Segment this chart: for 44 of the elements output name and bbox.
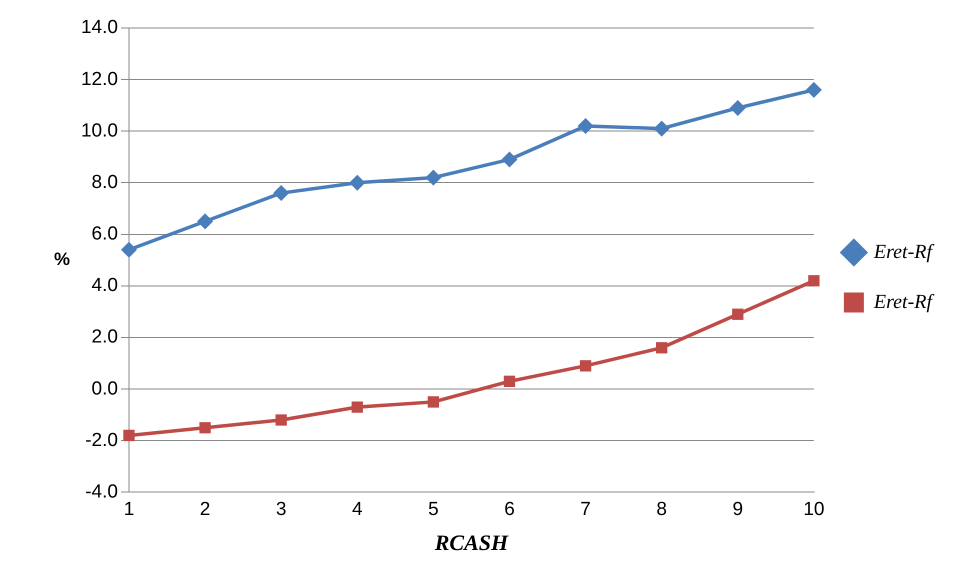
point [349, 174, 366, 191]
point [352, 401, 363, 413]
point [806, 82, 822, 98]
x-tick-label: 8 [656, 498, 667, 520]
point [197, 213, 214, 230]
x-tick-label: 1 [124, 498, 134, 520]
legend-label: Eret-Rf [872, 240, 934, 263]
y-tick-label: -2.0 [85, 430, 118, 451]
point [504, 376, 516, 387]
point [199, 422, 211, 434]
y-tick-label: 8.0 [92, 172, 118, 193]
point [808, 275, 820, 286]
legend-label: Eret-Rf [872, 290, 934, 313]
x-axis-title: RCASH [434, 530, 509, 555]
y-tick-label: 10.0 [80, 120, 118, 142]
point [425, 170, 442, 186]
x-tick-label: 7 [580, 498, 591, 520]
point [654, 120, 670, 137]
y-tick-label: 12.0 [80, 68, 118, 90]
point [273, 185, 290, 202]
point [123, 430, 135, 442]
y-tick-label: 0.0 [92, 378, 118, 400]
point [276, 414, 287, 426]
y-tick-label: 4.0 [92, 275, 118, 296]
point [578, 118, 594, 134]
y-tick-label: 2.0 [92, 326, 118, 348]
x-tick-label: 2 [200, 498, 210, 520]
x-tick-label: 10 [803, 498, 824, 520]
x-tick-label: 3 [276, 498, 286, 520]
x-tick-label: 9 [732, 498, 744, 520]
y-tick-label: -4.0 [85, 481, 118, 502]
y-tick-label: 6.0 [92, 224, 118, 245]
point [730, 100, 746, 116]
point [120, 242, 137, 258]
y-axis-title: % [54, 249, 70, 270]
y-tick-label: 14.0 [80, 17, 118, 38]
point [428, 396, 440, 408]
point [580, 360, 592, 372]
x-tick-label: 5 [428, 498, 439, 520]
point [656, 342, 668, 354]
point [501, 152, 518, 168]
point [732, 308, 744, 320]
x-tick-label: 4 [352, 498, 363, 520]
x-tick-label: 6 [504, 498, 515, 520]
